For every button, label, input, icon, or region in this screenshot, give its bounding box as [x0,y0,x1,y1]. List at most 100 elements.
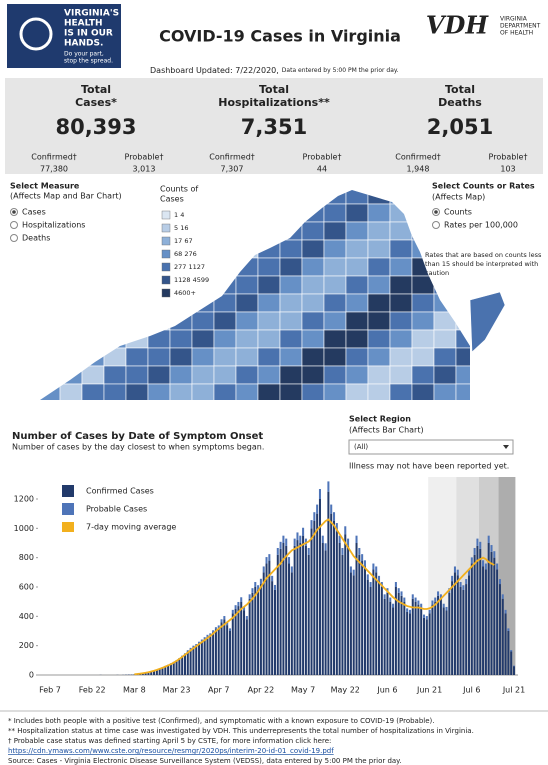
map-region [147,329,171,349]
map-region [433,311,457,331]
bar [453,566,456,573]
bar [304,545,307,675]
map-region [191,347,215,367]
total-label: Cases* [75,96,117,109]
y-tick-label: 1200 [14,495,34,504]
map-region [301,365,325,385]
bar [316,504,319,514]
bar [161,667,164,675]
map-region [81,311,105,331]
map-region [323,347,347,367]
x-tick-label: Feb 22 [79,686,106,695]
confirmed-value: 1,948 [407,165,430,174]
map-region [59,257,83,277]
map-region [433,275,457,295]
x-tick-label: Jun 21 [416,686,442,695]
radio[interactable] [10,234,18,242]
legend-swatch [161,288,171,298]
bar [355,543,358,675]
bar [400,595,403,675]
x-tick-label: May 22 [331,686,360,695]
bar [479,548,482,675]
bar [335,531,338,675]
bar [195,644,198,646]
map-region [40,365,61,385]
bar [442,607,445,675]
radio[interactable] [10,221,18,229]
logo-line: IS IN OUR [64,29,113,39]
eastern-shore [469,291,506,353]
bar [299,535,302,543]
bar [167,665,170,675]
map-region [257,383,281,400]
map-region [169,347,193,367]
map-region [411,365,435,385]
map-region [81,365,105,385]
map-region [81,293,105,313]
legend-swatch [62,522,74,532]
map-region [235,257,259,277]
y-tick-label: 400 [19,612,34,621]
x-tick-label: Jun 6 [376,686,397,695]
bar [487,543,490,675]
rates-note: than 15 should be interpreted with [425,260,538,268]
map-region [103,257,127,277]
map-region [125,190,149,205]
bar [375,566,378,573]
bar [285,538,288,546]
bar [361,554,364,561]
map-region [345,293,369,313]
measure-subtitle: (Affects Map and Bar Chart) [10,192,122,201]
bar [192,645,195,648]
bar [358,547,361,555]
map-region [147,365,171,385]
map-region [345,190,369,205]
map-region [213,311,237,331]
bar [217,628,220,675]
region-select[interactable] [348,439,514,455]
confirmed-value: 7,307 [221,165,244,174]
map-region [125,383,149,400]
bar [307,547,310,555]
x-tick-label: Feb 7 [39,686,61,695]
map-region [59,365,83,385]
bar [276,547,279,555]
map-region [169,365,193,385]
map-region [433,347,457,367]
bar-chart: 0 200 400 600 800 1000 1200 Feb 7 Feb 22 Mar 8 Mar… [14,477,525,695]
x-tick-label: Jul 6 [462,686,480,695]
legend-swatch [161,275,171,285]
bar [392,607,395,675]
confirmed-label: Confirmed† [209,153,255,162]
total-value: 80,393 [55,115,136,139]
bar [484,563,487,570]
bar [510,651,513,675]
legend-label: Probable Cases [86,505,147,514]
bar [422,617,426,675]
total-label: Total [81,83,111,96]
logo-line: VIRGINIA'S [64,9,119,19]
map-region [455,275,470,295]
bar [316,513,319,675]
map-region [191,365,215,385]
map-region [301,383,325,400]
bar [473,547,476,555]
bar [431,604,434,675]
bar [243,610,246,675]
radio[interactable] [432,221,440,229]
bar [313,512,316,521]
bar [375,572,378,675]
bar [451,581,454,675]
bar [496,563,499,570]
bar [189,647,192,650]
map-region [411,311,435,331]
bar [369,587,372,675]
bar [243,606,246,611]
x-tick-label: Jul 21 [502,686,525,695]
bar [437,595,440,675]
map-region [367,383,391,400]
updated-note: Data entered by 5:00 PM the prior day. [282,67,399,74]
map-region [389,311,413,331]
bar [442,603,445,608]
map [40,190,470,400]
